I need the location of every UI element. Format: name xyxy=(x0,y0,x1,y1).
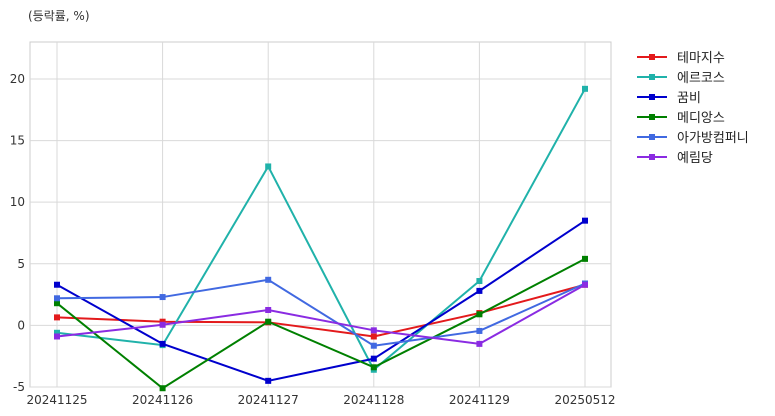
data-point xyxy=(476,340,483,347)
legend-marker xyxy=(649,134,655,140)
series-line xyxy=(56,278,586,347)
series-5 xyxy=(54,276,588,349)
x-tick-label: 20250512 xyxy=(554,393,615,407)
legend-label: 테마지수 xyxy=(677,51,725,66)
legend-item: 에르코스 xyxy=(637,71,725,86)
legend-item: 아가방컴퍼니 xyxy=(637,131,749,146)
y-axis-ticks: -5 0 5 10 15 20 xyxy=(10,72,25,394)
legend-marker xyxy=(649,74,655,80)
series-line xyxy=(56,88,586,372)
legend-item: 꿈비 xyxy=(637,91,701,106)
legend-item: 예림당 xyxy=(637,151,713,166)
series-3 xyxy=(54,217,588,384)
x-tick-label: 20241125 xyxy=(26,393,87,407)
data-point xyxy=(265,318,272,325)
series-1 xyxy=(54,281,588,340)
data-point xyxy=(370,364,377,371)
data-point xyxy=(476,327,483,334)
data-point xyxy=(476,311,483,318)
x-tick-label: 20241126 xyxy=(132,393,193,407)
data-point xyxy=(54,333,60,340)
data-point xyxy=(159,340,166,347)
legend-item: 메디앙스 xyxy=(637,111,725,126)
data-point xyxy=(265,276,272,283)
x-tick-label: 20241129 xyxy=(449,393,510,407)
legend-marker xyxy=(649,94,655,100)
series-line xyxy=(56,257,586,390)
data-point xyxy=(54,314,60,321)
data-point xyxy=(370,355,377,362)
series-line xyxy=(56,283,586,345)
legend-label: 메디앙스 xyxy=(677,111,725,126)
data-point xyxy=(370,342,377,349)
grid-lines xyxy=(30,42,611,388)
legend-item: 테마지수 xyxy=(637,51,725,66)
y-tick-label: 20 xyxy=(10,72,25,86)
data-point xyxy=(54,329,60,336)
data-point xyxy=(265,163,272,170)
legend-label: 꿈비 xyxy=(677,91,701,106)
y-tick-label: 0 xyxy=(17,318,25,332)
y-tick-label: 15 xyxy=(10,134,25,148)
series-4 xyxy=(54,255,588,392)
data-point xyxy=(582,281,588,288)
data-point xyxy=(54,281,60,288)
data-point xyxy=(54,300,60,307)
legend-marker xyxy=(649,54,655,60)
y-axis-label: (등락률, %) xyxy=(28,9,90,23)
series-6 xyxy=(54,281,588,347)
x-axis-ticks: 20241125 20241126 20241127 20241128 20241129… xyxy=(26,393,615,407)
data-point xyxy=(159,385,166,392)
legend-label: 에르코스 xyxy=(677,71,725,86)
data-point xyxy=(476,287,483,294)
legend-label: 아가방컴퍼니 xyxy=(677,131,749,146)
data-point xyxy=(159,321,166,328)
series-line xyxy=(56,219,586,382)
legend-label: 예림당 xyxy=(677,151,713,166)
data-point xyxy=(54,295,60,302)
series-line xyxy=(56,283,586,338)
data-point xyxy=(159,294,166,301)
y-tick-label: 5 xyxy=(17,257,25,271)
data-point xyxy=(582,85,588,92)
data-point xyxy=(582,217,588,224)
y-tick-label: -5 xyxy=(13,380,25,394)
data-point xyxy=(370,327,377,334)
plot-area xyxy=(29,41,612,388)
x-tick-label: 20241127 xyxy=(238,393,299,407)
data-point xyxy=(265,377,272,384)
y-tick-label: 10 xyxy=(10,195,25,209)
legend-marker xyxy=(649,154,655,160)
legend-marker xyxy=(649,114,655,120)
x-tick-label: 20241128 xyxy=(343,393,404,407)
data-point xyxy=(159,318,166,325)
data-point xyxy=(265,306,272,313)
data-point xyxy=(582,255,588,262)
data-point xyxy=(370,333,377,340)
series-group xyxy=(54,85,588,392)
data-point xyxy=(476,278,483,285)
